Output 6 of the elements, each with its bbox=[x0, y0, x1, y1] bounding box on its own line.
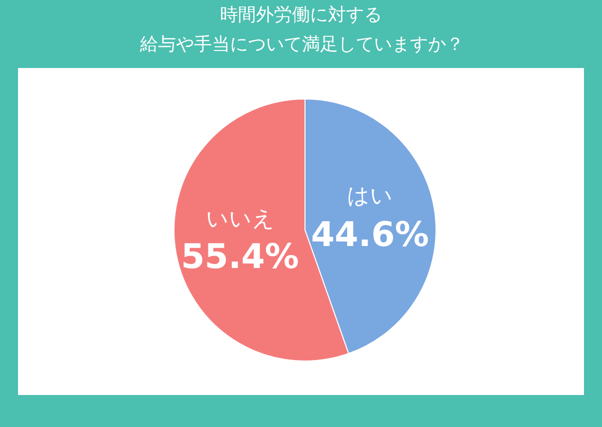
data-label: 55.4% bbox=[181, 237, 299, 277]
slice-label: いいえ bbox=[206, 207, 275, 232]
data-label: 44.6% bbox=[311, 215, 429, 255]
chart-title: 時間外労働に対する bbox=[220, 4, 382, 26]
chart-subtitle: 給与や手当について満足していますか？ bbox=[139, 34, 464, 55]
slice-label: はい bbox=[347, 184, 393, 209]
